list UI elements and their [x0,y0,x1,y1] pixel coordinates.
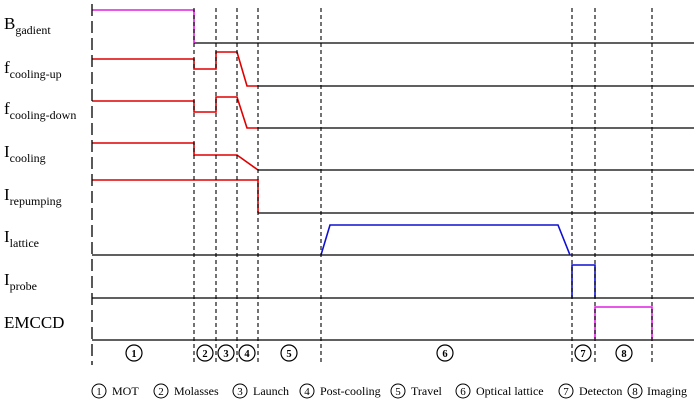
svg-text:5: 5 [395,386,401,398]
legend-item-detecton: 7 Detecton [558,383,622,399]
svg-text:8: 8 [621,349,626,360]
legend-item-molasses: 2 Molasses [153,383,219,399]
svg-text:Imaging: Imaging [647,384,687,398]
label-f-cooling-down: fcooling-down [4,99,76,122]
label-i-probe: Iprobe [4,270,37,293]
label-emccd: EMCCD [4,313,64,332]
trace-emccd [594,306,653,340]
stage-marker-3: 3 [217,344,235,362]
svg-text:2: 2 [202,349,207,360]
svg-text:Launch: Launch [253,384,289,398]
signal-traces [92,9,653,340]
trace-b-gradient [92,9,195,43]
legend-item-imaging: 8 Imaging [627,383,687,399]
svg-text:3: 3 [237,386,243,398]
svg-text:7: 7 [580,349,585,360]
svg-text:1: 1 [131,349,136,360]
svg-text:Travel: Travel [411,384,443,398]
stage-marker-8: 8 [615,344,633,362]
svg-text:8: 8 [632,386,638,398]
svg-text:4: 4 [304,386,310,398]
stage-marker-4: 4 [238,344,256,362]
svg-text:3: 3 [223,349,228,360]
channel-labels: Bgadient fcooling-up fcooling-down Icool… [4,14,76,332]
stage-legend: 1 MOT 2 Molasses 3 Launch 4 Post-cooling… [91,383,687,399]
label-b-gradient: Bgadient [4,14,51,37]
svg-text:4: 4 [244,349,250,360]
svg-text:5: 5 [286,349,291,360]
trace-i-lattice [320,224,571,256]
legend-item-post-cooling: 4 Post-cooling [299,383,381,399]
trace-f-cooling-down [92,96,258,129]
svg-text:MOT: MOT [112,384,139,398]
svg-text:Molasses: Molasses [174,384,219,398]
trace-i-repumping [92,179,259,213]
stage-marker-7: 7 [574,344,592,362]
trace-i-probe [571,264,596,298]
label-i-repumping: Irepumping [4,185,62,208]
baselines [92,42,694,341]
svg-text:6: 6 [460,386,466,398]
legend-item-launch: 3 Launch [232,383,289,399]
svg-text:6: 6 [442,349,447,360]
svg-text:1: 1 [96,386,102,398]
svg-text:7: 7 [563,386,569,398]
trace-i-cooling [92,142,259,171]
svg-text:2: 2 [158,386,164,398]
svg-text:Post-cooling: Post-cooling [320,384,381,398]
stage-marker-1: 1 [125,344,143,362]
legend-item-optical-lattice: 6 Optical lattice [455,383,544,399]
stage-dividers [91,4,653,365]
svg-text:Detecton: Detecton [579,384,622,398]
legend-item-mot: 1 MOT [91,383,139,399]
stage-marker-6: 6 [436,344,454,362]
stage-marker-5: 5 [280,344,298,362]
legend-item-travel: 5 Travel [390,383,443,399]
stage-markers: 1 2 3 4 5 6 7 8 [125,344,633,362]
svg-text:Optical lattice: Optical lattice [476,384,544,398]
label-i-lattice: Ilattice [4,227,39,250]
label-f-cooling-up: fcooling-up [4,58,62,81]
label-i-cooling: Icooling [4,142,46,165]
stage-marker-2: 2 [196,344,214,362]
trace-f-cooling-up [92,51,258,87]
